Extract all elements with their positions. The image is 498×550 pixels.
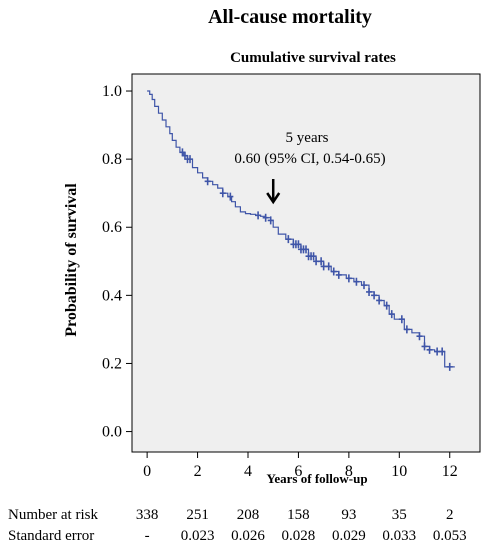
x-axis: 0 2 4 6 8 10 12 bbox=[143, 452, 458, 480]
risk-cell: - bbox=[145, 528, 150, 544]
plot-area bbox=[131, 73, 481, 453]
five-year-annotation: 5 years 0.60 (95% CI, 0.54-0.65) bbox=[234, 130, 386, 205]
censor-mark bbox=[295, 240, 302, 249]
censor-mark bbox=[335, 270, 342, 279]
censor-mark bbox=[310, 252, 317, 261]
censor-mark bbox=[353, 277, 360, 286]
x-tick-label: 12 bbox=[442, 463, 458, 480]
x-tick-label: 4 bbox=[244, 463, 252, 480]
censor-mark bbox=[416, 332, 423, 341]
x-axis-label: Years of follow-up bbox=[266, 471, 367, 486]
y-axis: 0.0 0.2 0.4 0.6 0.8 1.0 bbox=[102, 83, 132, 441]
risk-cell: 0.053 bbox=[433, 528, 467, 544]
risk-cell: 35 bbox=[392, 507, 407, 523]
censor-mark bbox=[403, 325, 410, 334]
censor-mark bbox=[219, 189, 226, 198]
censor-mark bbox=[267, 216, 274, 225]
x-tick-label: 0 bbox=[143, 463, 151, 480]
x-tick-label: 8 bbox=[345, 463, 353, 480]
censor-mark bbox=[262, 213, 269, 222]
risk-cell: 0.023 bbox=[181, 528, 215, 544]
down-arrow-icon bbox=[266, 192, 281, 205]
y-tick-label: 0.0 bbox=[102, 424, 122, 441]
censor-mark bbox=[318, 257, 325, 266]
risk-cell: 208 bbox=[237, 507, 260, 523]
censor-mark bbox=[388, 310, 395, 319]
censor-mark bbox=[227, 192, 234, 201]
y-tick-label: 0.4 bbox=[102, 287, 122, 304]
censor-mark bbox=[285, 235, 292, 244]
censor-marks bbox=[179, 148, 453, 371]
censor-mark bbox=[421, 342, 428, 351]
risk-cell: 2 bbox=[446, 507, 454, 523]
censor-mark bbox=[204, 177, 211, 186]
censor-mark bbox=[187, 155, 193, 164]
risk-cell: 93 bbox=[341, 507, 356, 523]
annotation-line-2: 0.60 (95% CI, 0.54-0.65) bbox=[234, 151, 385, 167]
censor-mark bbox=[398, 315, 405, 324]
x-tick-label: 6 bbox=[294, 463, 302, 480]
censor-mark bbox=[383, 301, 390, 310]
censor-mark bbox=[434, 347, 441, 356]
censor-mark bbox=[255, 211, 262, 220]
censor-mark bbox=[446, 362, 453, 371]
risk-table: Number at risk 338 251 208 158 93 35 2 Standard … bbox=[8, 507, 467, 544]
risk-cell: 158 bbox=[287, 507, 310, 523]
y-tick-label: 0.2 bbox=[102, 355, 122, 372]
x-tick-label: 2 bbox=[194, 463, 202, 480]
risk-row-label: Number at risk bbox=[8, 507, 98, 523]
y-tick-label: 0.6 bbox=[102, 219, 122, 236]
risk-row-label: Standard error bbox=[8, 528, 94, 544]
censor-mark bbox=[313, 257, 320, 266]
risk-cell: 338 bbox=[136, 507, 159, 523]
censor-mark bbox=[345, 274, 352, 283]
chart-title: All-cause mortality bbox=[208, 6, 372, 28]
risk-cell: 0.029 bbox=[332, 528, 366, 544]
censor-mark bbox=[371, 291, 378, 300]
censor-mark bbox=[320, 262, 327, 271]
annotation-line-1: 5 years bbox=[286, 130, 329, 146]
censor-mark bbox=[303, 245, 309, 254]
risk-cell: 251 bbox=[186, 507, 209, 523]
censor-mark bbox=[330, 267, 337, 276]
censor-mark bbox=[376, 296, 383, 305]
risk-cell: 0.028 bbox=[282, 528, 316, 544]
risk-cell: 0.033 bbox=[382, 528, 416, 544]
chart-subtitle: Cumulative survival rates bbox=[230, 50, 396, 66]
y-axis-label: Probability of survival bbox=[63, 183, 80, 337]
censor-mark bbox=[439, 347, 446, 356]
censor-mark bbox=[366, 287, 373, 296]
y-tick-label: 0.8 bbox=[102, 151, 122, 168]
x-tick-label: 10 bbox=[391, 463, 407, 480]
y-tick-label: 1.0 bbox=[102, 83, 122, 100]
censor-mark bbox=[361, 281, 367, 290]
censor-mark bbox=[426, 345, 433, 354]
censor-mark bbox=[325, 262, 332, 271]
risk-cell: 0.026 bbox=[231, 528, 265, 544]
